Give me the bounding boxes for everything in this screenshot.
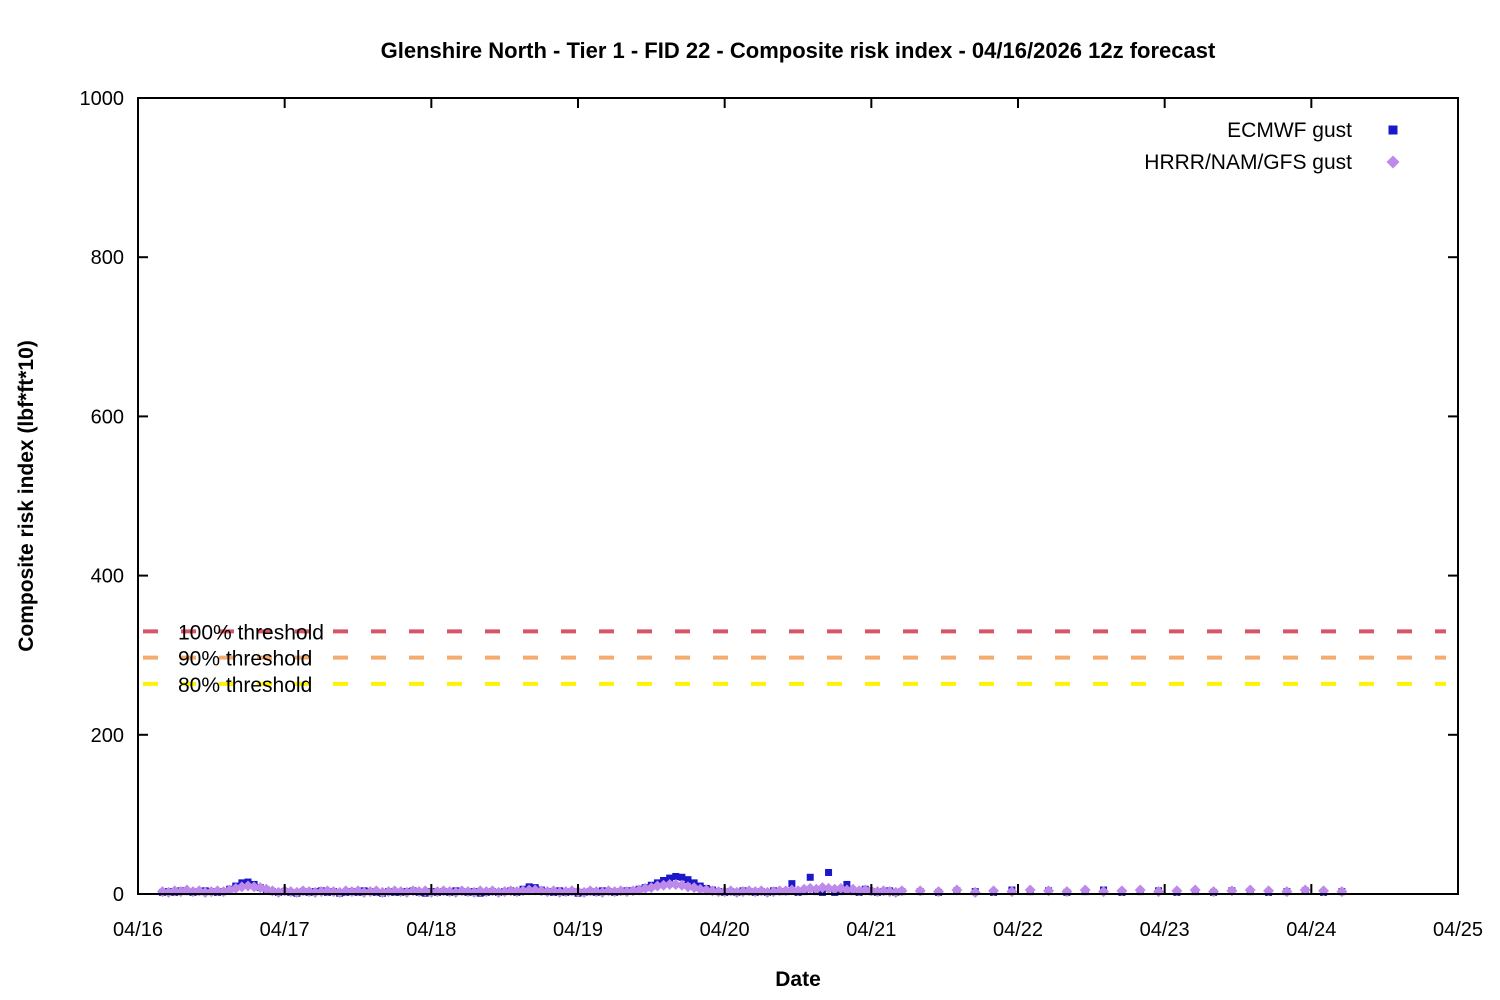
legend-label-hrrr-nam-gfs-gust: HRRR/NAM/GFS gust xyxy=(1144,151,1352,174)
y-tick-label: 1000 xyxy=(80,88,125,110)
threshold-label-1: 90% threshold xyxy=(178,648,312,671)
threshold-labels: 100% threshold 90% threshold 80% threshold xyxy=(178,621,324,697)
data-point xyxy=(788,880,796,888)
data-point xyxy=(969,886,981,898)
data-point xyxy=(1189,884,1201,896)
plot-border xyxy=(137,97,1459,895)
y-tick-label: 600 xyxy=(91,406,124,428)
data-point xyxy=(684,876,692,884)
data-point xyxy=(664,878,676,890)
legend-label-ecmwf-gust: ECMWF gust xyxy=(1227,119,1352,142)
data-point xyxy=(1079,884,1091,896)
threshold-lines-layer xyxy=(143,629,1446,686)
x-tick-label: 04/22 xyxy=(993,919,1043,941)
x-tick-label: 04/21 xyxy=(846,919,896,941)
data-point xyxy=(1061,886,1073,898)
x-axis-label: Date xyxy=(775,968,821,991)
data-point xyxy=(678,873,686,881)
data-point xyxy=(1006,886,1018,898)
data-point xyxy=(1336,886,1348,898)
x-tick-label: 04/25 xyxy=(1433,919,1483,941)
data-point xyxy=(1244,884,1256,896)
data-point xyxy=(825,869,833,877)
data-point xyxy=(523,884,535,896)
x-tick-label: 04/18 xyxy=(406,919,456,941)
x-tick-label: 04/17 xyxy=(260,919,310,941)
data-point xyxy=(843,880,851,888)
data-point xyxy=(951,884,963,896)
y-tick-label: 400 xyxy=(91,566,124,588)
data-point xyxy=(1299,884,1311,896)
x-tick-label: 04/23 xyxy=(1140,919,1190,941)
data-point xyxy=(806,873,814,881)
legend-marker-square xyxy=(1388,125,1398,135)
x-tick-label: 04/19 xyxy=(553,919,603,941)
data-point xyxy=(666,874,674,882)
legend: ECMWF gust HRRR/NAM/GFS gust xyxy=(1144,119,1400,174)
y-tick-label: 200 xyxy=(91,725,124,747)
y-tick-label: 0 xyxy=(113,884,124,906)
chart-title: Glenshire North - Tier 1 - FID 22 - Comp… xyxy=(381,38,1216,63)
data-point xyxy=(1153,886,1165,898)
data-point xyxy=(933,886,945,898)
y-axis-label: Composite risk index (lbf*ft*10) xyxy=(15,340,38,652)
data-point xyxy=(1134,884,1146,896)
axes-layer: 04/16 04/17 04/18 04/19 04/20 04/21 04/22 04/23… xyxy=(80,88,1484,941)
x-tick-label: 04/20 xyxy=(700,919,750,941)
legend-marker-diamond xyxy=(1386,155,1400,169)
x-tick-label: 04/16 xyxy=(113,919,163,941)
threshold-label-0: 100% threshold xyxy=(178,621,324,644)
y-tick-label: 800 xyxy=(91,247,124,269)
data-point xyxy=(1281,886,1293,898)
data-point xyxy=(1024,884,1036,896)
data-point xyxy=(1098,886,1110,898)
threshold-label-2: 80% threshold xyxy=(178,674,312,697)
legend-markers xyxy=(1386,125,1400,169)
x-tick-label: 04/24 xyxy=(1286,919,1336,941)
data-point xyxy=(1208,886,1220,898)
data-point xyxy=(672,872,680,880)
